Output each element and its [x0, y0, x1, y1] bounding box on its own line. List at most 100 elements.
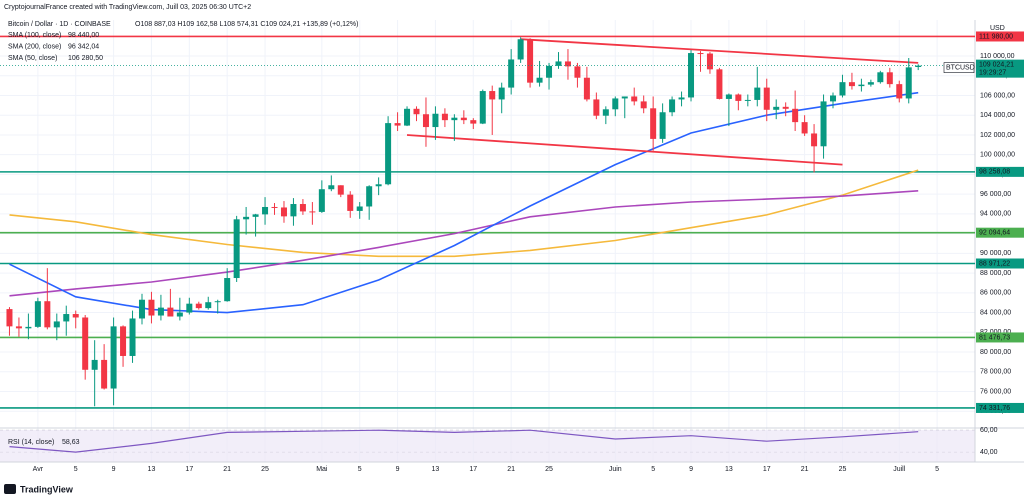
candle-body: [593, 99, 600, 116]
legend-label: SMA (200, close): [8, 43, 61, 50]
candle-body: [271, 206, 278, 208]
candle-body: [167, 307, 174, 317]
rsi-band: [0, 430, 975, 462]
candle-body: [432, 113, 439, 128]
candle-body: [621, 96, 628, 99]
rsi-value: 58,63: [62, 439, 80, 446]
candle-body: [25, 326, 32, 329]
brand-logo: [4, 484, 16, 494]
x-tick-label: 5: [651, 466, 655, 473]
level-tag: [976, 332, 1024, 343]
x-tick-label: 21: [223, 466, 231, 473]
x-tick-label: 5: [935, 466, 939, 473]
candle-body: [290, 204, 297, 217]
candle-body: [470, 120, 477, 124]
candle-body: [640, 101, 647, 109]
countdown: 19:29:27: [979, 69, 1006, 76]
candle-body: [706, 53, 713, 70]
legend-label: SMA (50, close): [8, 55, 57, 62]
candle-body: [725, 94, 732, 99]
candle-body: [101, 359, 108, 389]
candle-body: [839, 82, 846, 96]
brand: TradingView: [20, 484, 74, 494]
last-price-label: 109 024,21: [979, 61, 1014, 68]
candle-body: [91, 359, 98, 370]
x-tick-label: 9: [396, 466, 400, 473]
candle-body: [120, 326, 127, 356]
candle-body: [527, 39, 534, 83]
candle-body: [375, 184, 382, 187]
x-tick-label: Avr: [33, 466, 44, 473]
candle-body: [820, 101, 827, 147]
sma-line: [9, 169, 919, 258]
currency: USD: [990, 25, 1005, 32]
candle-body: [176, 312, 183, 317]
candle-body: [356, 206, 363, 211]
ohlc-legend: O108 887,03 H109 162,58 L108 574,31 C109…: [135, 21, 358, 28]
candle-body: [555, 61, 562, 66]
candle-body: [318, 189, 325, 212]
y-tick-label: 102 000,00: [980, 132, 1015, 139]
candle-body: [782, 106, 789, 109]
candle-body: [6, 309, 13, 327]
x-tick-label: 13: [725, 466, 733, 473]
candle-body: [138, 299, 145, 319]
grid: [0, 20, 975, 462]
chart-title: Bitcoin / Dollar · 1D · COINBASE: [8, 21, 111, 28]
candle-body: [148, 299, 155, 316]
x-tick-label: 17: [185, 466, 193, 473]
candle-body: [224, 278, 231, 302]
candle-body: [15, 326, 22, 329]
x-tick-label: 21: [801, 466, 809, 473]
candle-body: [744, 99, 751, 101]
candle-body: [337, 185, 344, 195]
candle-body: [669, 99, 676, 113]
y-tick-label: 94 000,00: [980, 211, 1011, 218]
y-tick-label: 110 000,00: [980, 53, 1015, 60]
last-price-tag: [976, 59, 1024, 78]
candle-body: [650, 108, 657, 139]
candle-body: [830, 95, 837, 102]
candle-body: [385, 123, 392, 185]
y-tick-label: 76 000,00: [980, 388, 1011, 395]
x-tick-label: Juill: [893, 466, 906, 473]
x-tick-label: Mai: [316, 466, 328, 473]
candle-body: [233, 219, 240, 279]
candle-body: [811, 133, 818, 147]
candle-body: [905, 67, 912, 99]
rsi-line: [9, 429, 919, 453]
candle-body: [546, 65, 553, 78]
candle-body: [441, 113, 448, 121]
candle-body: [574, 66, 581, 78]
candle-body: [413, 108, 420, 115]
candle-body: [583, 77, 590, 100]
candle-body: [612, 98, 619, 110]
x-tick-label: 17: [763, 466, 771, 473]
candle-body: [602, 109, 609, 116]
candle-body: [489, 91, 496, 100]
candle-body: [735, 94, 742, 101]
candle-body: [915, 65, 922, 67]
x-tick-label: 25: [261, 466, 269, 473]
candle-body: [129, 318, 136, 356]
candle-body: [44, 301, 51, 328]
trend-line: [520, 38, 919, 64]
y-tick-label: 86 000,00: [980, 290, 1011, 297]
x-tick-label: 5: [358, 466, 362, 473]
y-tick-label: 78 000,00: [980, 369, 1011, 376]
last-price-name-tag: [943, 62, 975, 73]
x-tick-label: 9: [112, 466, 116, 473]
candle-body: [697, 53, 704, 55]
candle-body: [867, 82, 874, 85]
trend-line: [406, 134, 843, 166]
candle-body: [34, 301, 41, 327]
candle-body: [896, 84, 903, 99]
rsi-tick-label: 60,00: [980, 427, 998, 434]
y-tick-label: 88 000,00: [980, 270, 1011, 277]
level-tag: [976, 258, 1024, 269]
candle-body: [773, 106, 780, 110]
candle-body: [517, 39, 524, 60]
candle-body: [394, 123, 401, 126]
